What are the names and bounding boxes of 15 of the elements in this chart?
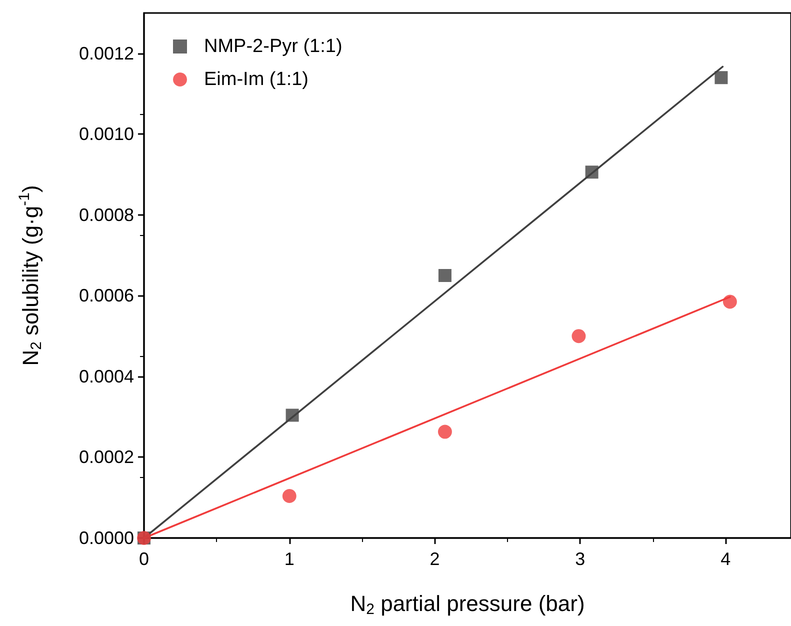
y-tick-label: 0.0004 xyxy=(78,366,134,386)
legend-label: NMP-2-Pyr (1:1) xyxy=(204,36,342,57)
x-tick-label: 0 xyxy=(138,549,150,569)
y-tick-label: 0.0006 xyxy=(78,286,134,306)
x-tick-label: 1 xyxy=(284,549,294,569)
y-tick-label: 0.0012 xyxy=(78,43,134,64)
y-tick-label: 0.0002 xyxy=(78,447,134,468)
y-tick-label: 0.0010 xyxy=(78,124,134,144)
x-tick-label: 4 xyxy=(720,549,731,569)
y-tick-label: 0.0000 xyxy=(78,528,134,548)
y-tick-label: 0.0008 xyxy=(78,204,134,225)
x-tick-label: 3 xyxy=(575,549,586,569)
x-tick-label: 2 xyxy=(430,549,440,569)
legend-label: Eim-Im (1:1) xyxy=(204,69,308,90)
y-axis-title: N2 solubility (g·g-1) xyxy=(16,185,45,366)
